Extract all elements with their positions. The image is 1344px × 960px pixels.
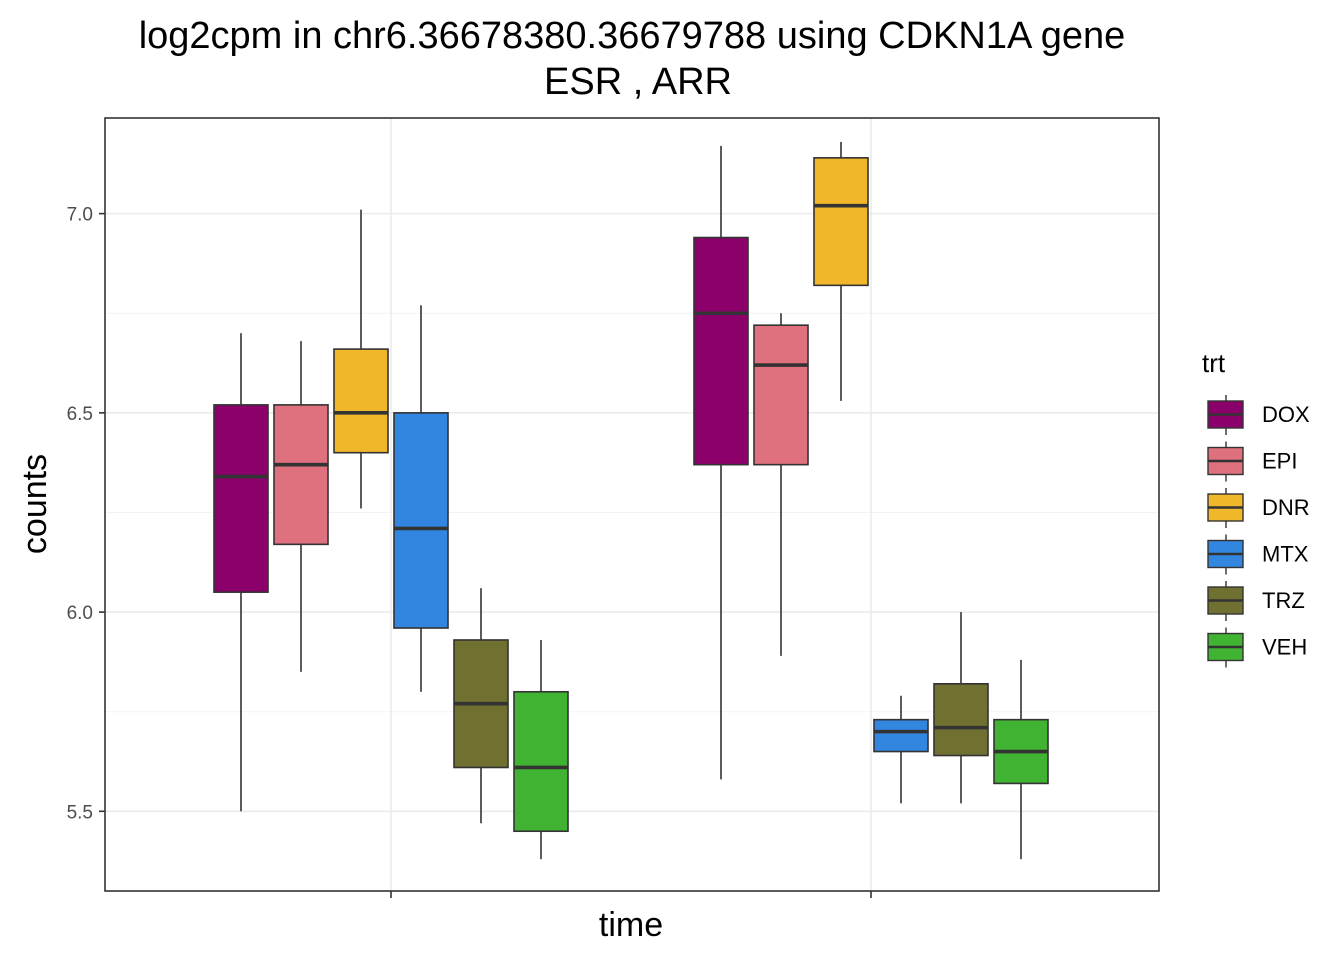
legend-item-dnr: DNR [1207, 488, 1310, 528]
box-iqr [513, 690, 569, 833]
box-iqr [273, 404, 329, 546]
boxes-layer [213, 141, 1049, 860]
box-epi-group-1 [753, 313, 809, 656]
legend-item-dox: DOX [1207, 395, 1310, 435]
box-iqr [333, 348, 389, 454]
box-mtx-group-0 [393, 305, 449, 692]
box-iqr [213, 404, 269, 593]
legend-label: TRZ [1262, 588, 1305, 613]
y-tick-label: 5.5 [67, 802, 93, 823]
box-veh-group-1 [993, 659, 1049, 860]
y-axis-title: counts [16, 454, 54, 554]
box-mtx-group-1 [873, 695, 929, 804]
box-veh-group-0 [513, 639, 569, 860]
legend-item-epi: EPI [1207, 441, 1297, 482]
legend-label: DOX [1262, 402, 1310, 427]
box-epi-group-0 [273, 341, 329, 672]
y-tick-label: 7.0 [67, 205, 93, 226]
legend-label: VEH [1262, 635, 1307, 660]
legend-item-trz: TRZ [1207, 581, 1305, 621]
chart-title-line-2: ESR , ARR [544, 61, 732, 103]
legend-title: trt [1202, 348, 1226, 378]
legend-label: DNR [1262, 495, 1310, 520]
legend-item-veh: VEH [1207, 627, 1307, 668]
y-axis-ticks: 5.5 6.0 6.5 7.0 [67, 205, 105, 823]
x-axis-ticks [390, 891, 872, 898]
box-dnr-group-1 [813, 141, 869, 401]
box-iqr [873, 718, 929, 753]
box-iqr [393, 412, 449, 629]
x-axis-title: time [599, 906, 663, 944]
y-tick-label: 6.5 [67, 404, 93, 425]
box-iqr [933, 683, 989, 757]
legend-label: EPI [1262, 449, 1297, 474]
box-dox-group-0 [213, 333, 269, 812]
legend-label: MTX [1262, 542, 1309, 567]
box-trz-group-1 [933, 612, 989, 804]
box-iqr [693, 236, 749, 466]
y-tick-label: 6.0 [67, 603, 93, 624]
chart-title-line-1: log2cpm in chr6.36678380.36679788 using … [139, 15, 1126, 57]
legend-item-mtx: MTX [1207, 534, 1309, 575]
box-dox-group-1 [693, 145, 749, 780]
legend: trt DOX EPI DNR MTX TRZ VEH [1202, 348, 1310, 668]
plot-panel-border [104, 117, 1160, 892]
box-dnr-group-0 [333, 209, 389, 509]
box-iqr [813, 157, 869, 287]
box-trz-group-0 [453, 588, 509, 824]
box-iqr [753, 324, 809, 466]
